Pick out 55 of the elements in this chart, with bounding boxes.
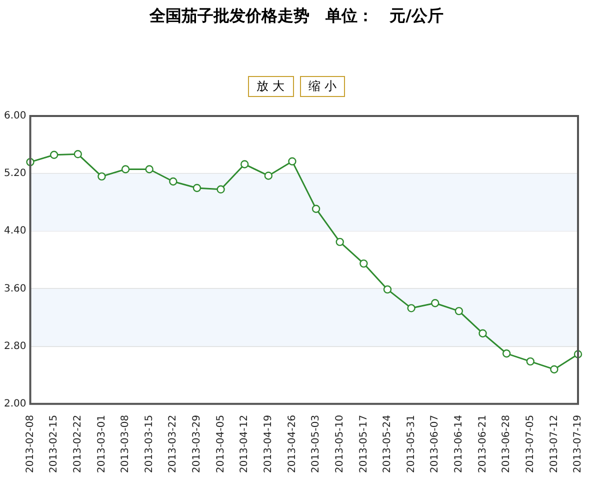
x-tick-label: 2013-06-14 [454,414,465,474]
point [454,306,464,316]
chart-title: 全国茄子批发价格走势 单位： 元/公斤 [148,6,444,27]
point [169,177,178,186]
y-tick-label: 6.00 [4,110,26,122]
point [550,365,558,374]
point [216,185,225,194]
x-tick-label: 2013-03-29 [192,414,203,474]
point [192,184,202,192]
y-tick-label: 3.60 [4,283,26,294]
point [121,165,130,174]
x-tick-label: 2013-02-08 [24,414,36,474]
y-tick-label: 2.80 [4,340,26,352]
point [431,299,440,308]
x-tick-label: 2013-03-15 [144,414,155,474]
x-tick-label: 2013-04-19 [263,414,274,474]
x-tick-label: 2013-02-22 [72,414,84,474]
point [145,165,154,174]
x-tick-label: 2013-03-01 [96,414,108,474]
x-tick-label: 2013-07-05 [524,414,536,474]
x-tick-label: 2013-05-17 [358,414,370,474]
point [478,329,487,338]
x-tick-label: 2013-05-24 [382,414,394,474]
y-tick-label: 4.40 [4,226,26,237]
x-tick-label: 2013-07-12 [548,414,560,474]
point [502,349,511,358]
x-tick-label: 2013-05-31 [406,414,417,474]
x-tick-label: 2013-05-03 [310,414,322,474]
x-tick-label: 2013-06-07 [430,414,441,474]
x-tick-label: 2013-04-26 [286,414,298,474]
x-tick-label: 2013-06-21 [477,414,488,474]
x-tick-label: 2013-05-10 [334,414,346,474]
point [50,150,58,159]
x-tick-label: 2013-07-19 [572,414,584,474]
point [360,259,368,268]
text: 放 大 [248,76,294,97]
point [240,160,249,168]
x-tick-label: 2013-06-28 [501,414,512,474]
point [312,204,320,213]
point [526,357,534,366]
x-tick-label: 2013-03-22 [168,414,179,474]
y-tick-label: 2.00 [4,398,26,410]
point [98,172,106,181]
x-tick-label: 2013-04-05 [215,414,226,474]
point [74,150,82,158]
point [336,238,344,246]
x-tick-label: 2013-03-08 [120,414,132,474]
point [407,304,416,312]
x-tick-label: 2013-04-12 [239,414,250,474]
point [383,285,392,294]
text: 缩 小 [300,76,346,97]
point [288,157,296,166]
y-tick-label: 5.20 [4,168,26,180]
x-tick-label: 2013-02-15 [48,414,60,474]
point [264,172,273,180]
